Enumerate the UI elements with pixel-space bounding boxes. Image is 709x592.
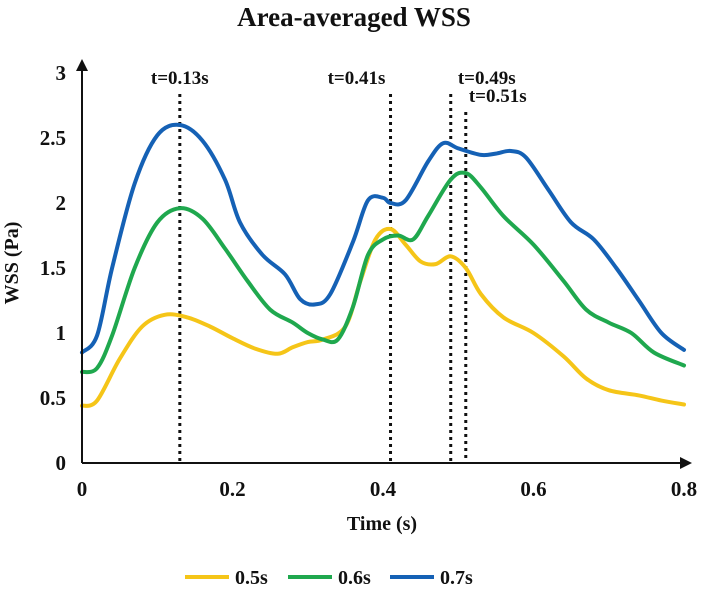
x-tick-labels: 0 0.2 0.4 0.6 0.8	[77, 477, 697, 501]
legend: 0.5s 0.6s 0.7s	[185, 567, 473, 589]
x-axis-label: Time (s)	[347, 513, 417, 535]
legend-label: 0.6s	[338, 567, 371, 589]
annotation-label: t=0.13s	[151, 68, 209, 89]
y-tick-label: 2.5	[40, 126, 66, 150]
x-tick-label: 0.2	[219, 477, 245, 501]
x-tick-label: 0.4	[370, 477, 397, 501]
series-line-0-6s	[80, 170, 686, 375]
y-tick-label: 2	[56, 191, 67, 215]
y-axis-arrow	[76, 59, 88, 71]
annotation-label: t=0.41s	[328, 68, 386, 89]
x-tick-label: 0.6	[520, 477, 546, 501]
y-tick-labels: 0 0.5 1 1.5 2 2.5 3	[40, 61, 66, 475]
annotation-label: t=0.49s	[458, 68, 516, 89]
x-axis-arrow	[680, 457, 692, 469]
series-lines	[80, 122, 686, 408]
series-line-0-5s	[80, 226, 686, 408]
x-tick-label: 0.8	[671, 477, 697, 501]
annotation-label: t=0.51s	[469, 86, 527, 107]
y-tick-label: 0	[56, 451, 67, 475]
series-line-0-7s	[80, 122, 686, 355]
y-tick-label: 3	[56, 61, 67, 85]
y-tick-label: 1	[56, 321, 67, 345]
y-axis-label: WSS (Pa)	[1, 222, 23, 305]
y-tick-label: 0.5	[40, 386, 66, 410]
legend-label: 0.5s	[235, 567, 268, 589]
y-tick-label: 1.5	[40, 256, 66, 280]
chart-title: Area-averaged WSS	[237, 2, 471, 32]
x-tick-label: 0	[77, 477, 88, 501]
legend-label: 0.7s	[440, 567, 473, 589]
